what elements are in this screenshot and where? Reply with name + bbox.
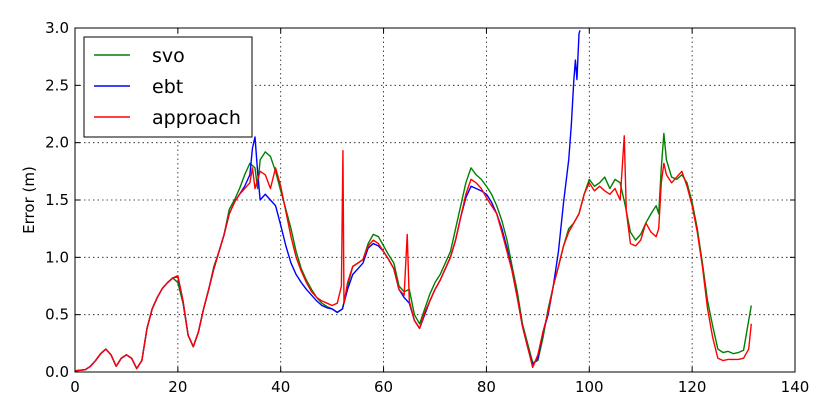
series-lines: [74, 30, 752, 372]
y-tick-label: 2.5: [45, 76, 69, 94]
grid: [75, 28, 795, 372]
legend-label-svo: svo: [152, 45, 185, 67]
legend: svo ebt approach: [83, 36, 253, 138]
y-tick-label: 1.0: [45, 248, 69, 266]
x-tick-label: 80: [477, 378, 496, 396]
y-tick-label: 0.5: [45, 306, 69, 324]
series-line-svo: [74, 132, 752, 372]
y-tick-label: 1.5: [45, 191, 69, 209]
x-tick-label: 0: [70, 378, 80, 396]
y-tick-label: 3.0: [45, 19, 69, 37]
legend-label-ebt: ebt: [152, 76, 183, 98]
x-tick-label: 20: [168, 378, 187, 396]
x-tick-label: 40: [271, 378, 290, 396]
legend-box: [83, 36, 253, 138]
y-axis-label: Error (m): [20, 166, 38, 234]
x-tick-label: 100: [575, 378, 604, 396]
x-tick-label: 60: [374, 378, 393, 396]
y-tick-label: 0.0: [45, 363, 69, 381]
series-line-approach: [74, 135, 752, 372]
x-tick-label: 120: [678, 378, 707, 396]
axis-ticks: 0 20 40 60 80 100 120 140 0.0 0.5 1.0 1.5 2.0 2.5 3.0: [45, 19, 809, 396]
x-tick-label: 140: [781, 378, 810, 396]
legend-label-approach: approach: [152, 107, 241, 129]
y-tick-label: 2.0: [45, 134, 69, 152]
